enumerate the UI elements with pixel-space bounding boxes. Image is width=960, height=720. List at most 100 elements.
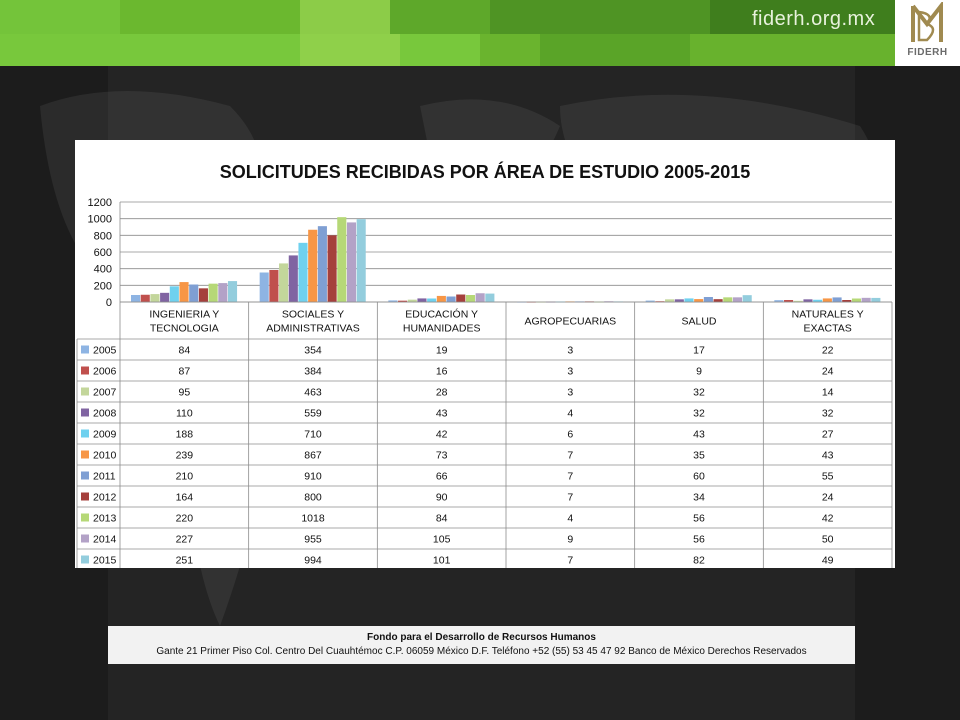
legend-label: 2012: [93, 492, 117, 504]
bar-2015: [356, 219, 366, 302]
bar-2010: [179, 282, 189, 302]
bar-2011: [317, 226, 327, 302]
table-cell-value: 16: [436, 366, 448, 378]
legend-label: 2013: [93, 513, 117, 525]
bar-2011: [189, 284, 199, 302]
bar-2012: [713, 299, 723, 302]
bar-2013: [208, 283, 218, 302]
bar-2011: [446, 296, 456, 302]
table-cell-value: 73: [436, 450, 448, 462]
y-tick-label: 1000: [88, 214, 112, 226]
table-cell-value: 66: [436, 471, 448, 483]
bar-2006: [398, 300, 408, 302]
legend-key-2007: [81, 387, 89, 396]
table-cell-value: 1018: [301, 513, 325, 525]
category-label: ADMINISTRATIVAS: [266, 323, 360, 335]
bar-2009: [298, 242, 308, 302]
table-cell-value: 43: [693, 429, 705, 441]
site-url[interactable]: fiderh.org.mx: [752, 8, 876, 30]
y-tick-label: 0: [106, 297, 112, 309]
table-cell-value: 994: [304, 555, 322, 567]
bar-2007: [279, 263, 289, 302]
y-tick-label: 200: [94, 280, 112, 292]
table-cell-value: 188: [176, 429, 194, 441]
table-cell-value: 32: [693, 387, 705, 399]
bar-2008: [417, 298, 427, 302]
table-cell-value: 56: [693, 513, 705, 525]
bar-2005: [388, 300, 398, 302]
bar-2006: [784, 300, 794, 302]
bar-2015: [871, 297, 881, 302]
table-cell-value: 4: [567, 408, 573, 420]
bar-2007: [407, 299, 417, 302]
bar-2014: [732, 297, 743, 302]
category-label: AGROPECUARIAS: [525, 316, 617, 328]
table-cell-value: 84: [178, 345, 190, 357]
bar-2008: [160, 292, 170, 302]
table-cell-value: 3: [567, 366, 573, 378]
table-cell-value: 3: [567, 345, 573, 357]
logo-monogram-icon: [911, 2, 943, 42]
table-cell-value: 87: [178, 366, 190, 378]
bar-2010: [436, 295, 446, 302]
table-cell-value: 800: [304, 492, 322, 504]
legend-label: 2010: [93, 450, 117, 462]
chart-plot: 0 200 400 600 800 1000 1200 INGENIERIA Y TECNOL…: [76, 197, 893, 568]
table-cell-value: 42: [822, 513, 834, 525]
bar-2007: [150, 294, 160, 302]
table-cell-value: 32: [693, 408, 705, 420]
table-cell-value: 3: [567, 387, 573, 399]
bar-2010: [308, 229, 318, 302]
table-cell-value: 354: [304, 345, 322, 357]
table-cell-value: 95: [178, 387, 190, 399]
bar-2014: [475, 293, 485, 302]
category-label: INGENIERIA Y: [149, 309, 219, 321]
table-cell-value: 35: [693, 450, 705, 462]
bar-2010: [822, 298, 832, 302]
footer: Fondo para el Desarrollo de Recursos Hum…: [108, 626, 855, 664]
table-cell-value: 105: [433, 534, 451, 546]
table-cell-value: 6: [567, 429, 573, 441]
legend-label: 2007: [93, 387, 117, 399]
bar-2012: [327, 235, 337, 302]
table-cell-value: 42: [436, 429, 448, 441]
table-cell-value: 19: [436, 345, 448, 357]
table-cell-value: 239: [176, 450, 194, 462]
bar-2013: [851, 298, 862, 302]
legend-label: 2009: [93, 429, 117, 441]
bar-2014: [218, 283, 228, 302]
bar-2007: [793, 300, 803, 302]
table-cell-value: 50: [822, 534, 834, 546]
bar-2009: [813, 299, 823, 302]
legend-key-2008: [81, 408, 89, 417]
bar-2012: [842, 300, 852, 302]
table-cell-value: 27: [822, 429, 834, 441]
y-tick-label: 1200: [88, 197, 112, 209]
bar-2012: [456, 294, 466, 302]
bar-2011: [832, 297, 842, 302]
table-cell-value: 220: [176, 513, 194, 525]
table-cell-value: 867: [304, 450, 322, 462]
bar-2005: [645, 300, 655, 302]
table-cell-value: 7: [567, 450, 573, 462]
legend-label: 2015: [93, 555, 117, 567]
bar-2009: [684, 298, 694, 302]
y-tick-label: 800: [94, 230, 112, 242]
category-label: EXACTAS: [804, 323, 852, 335]
legend-key-2005: [81, 345, 89, 354]
table-cell-value: 24: [822, 492, 834, 504]
legend-key-2006: [81, 366, 89, 375]
table-cell-value: 24: [822, 366, 834, 378]
table-cell-value: 22: [822, 345, 834, 357]
bar-2012: [198, 288, 208, 302]
bar-2013: [465, 295, 476, 302]
bar-2005: [774, 300, 784, 302]
table-cell-value: 251: [176, 555, 194, 567]
table-cell-value: 49: [822, 555, 834, 567]
table-cell-value: 110: [176, 408, 193, 420]
table-cell-value: 34: [693, 492, 705, 504]
legend-key-2009: [81, 429, 89, 438]
top-banner: fiderh.org.mx FIDERH: [0, 0, 960, 66]
chart-title: SOLICITUDES RECIBIDAS POR ÁREA DE ESTUDI…: [219, 162, 751, 182]
legend-key-2012: [81, 492, 89, 501]
